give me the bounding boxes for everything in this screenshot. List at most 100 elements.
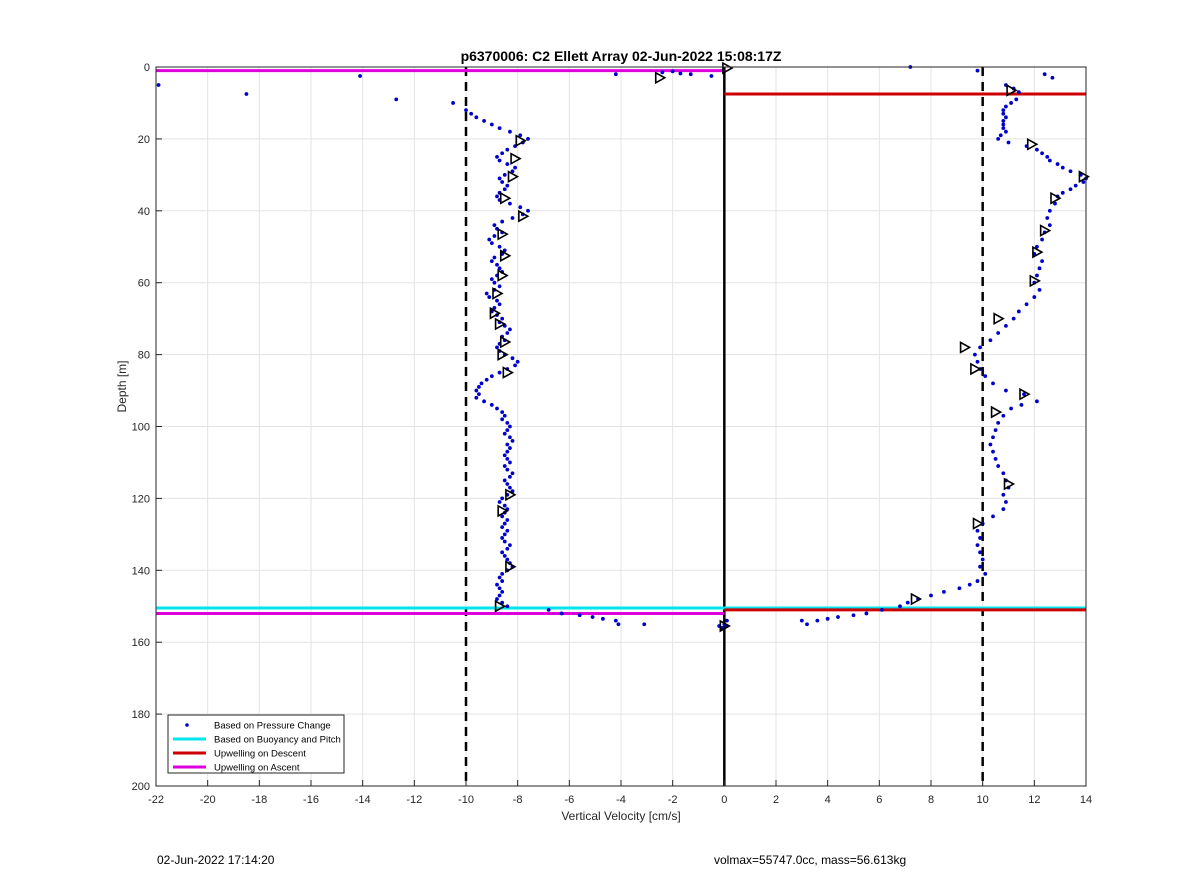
data-point [513,363,517,368]
data-point [1035,399,1039,404]
triangle-marker [972,517,985,530]
triangle-marker [494,317,507,331]
data-point [513,165,517,170]
data-point [1001,126,1006,131]
data-point [678,71,683,76]
data-point [500,151,505,156]
data-point [500,536,505,540]
data-point [660,70,665,75]
data-point [505,528,510,533]
data-point [1047,223,1052,228]
data-point [613,618,618,623]
data-point [805,622,809,627]
data-point [1014,97,1019,102]
data-point [505,442,510,447]
data-point [492,305,497,310]
triangle-marker [497,348,509,361]
triangle-marker [515,134,527,148]
y-tick-label: 80 [138,350,150,362]
triangle-marker [507,170,520,184]
data-point [497,284,502,289]
data-point [508,543,512,548]
x-tick-label: -10 [458,794,474,806]
data-point [988,442,993,447]
data-point [815,618,820,623]
data-point [505,604,510,609]
data-point [1016,309,1021,314]
legend-label: Upwelling on Descent [214,749,306,760]
triangle-marker [654,71,667,85]
data-point [942,589,946,594]
y-tick-label: 20 [138,134,150,146]
data-point [500,514,505,519]
triangle-marker [505,488,517,502]
data-point [1009,101,1013,105]
data-point [1016,90,1021,95]
data-point [1040,237,1044,242]
triangle-marker [1029,274,1041,288]
triangle-marker [910,592,923,606]
data-point [993,428,998,432]
data-point [1068,187,1073,192]
data-point [980,557,985,562]
data-point [489,259,494,264]
triangle-marker [502,366,514,379]
data-point [1060,165,1065,170]
x-tick-label: -8 [513,794,523,806]
data-point [546,607,551,612]
data-point [1035,244,1039,249]
triangle-marker [499,191,512,205]
data-point [505,449,510,454]
triangle-marker [993,312,1005,326]
data-point [508,129,512,134]
data-point [497,575,502,580]
data-point [508,424,512,429]
data-point [495,154,499,159]
data-point [510,471,515,476]
data-point [1004,500,1008,504]
data-point [502,172,507,177]
data-point [502,248,507,253]
data-point [577,613,582,618]
x-tick-label: -20 [200,794,216,806]
data-point [1001,492,1006,497]
data-point [993,456,998,461]
data-point [975,528,980,533]
data-point [508,327,512,332]
data-point [505,467,510,472]
data-point [500,417,505,422]
data-point [1004,129,1008,134]
data-point [1068,169,1073,174]
x-tick-label: 12 [1028,794,1040,806]
data-point [1001,108,1006,113]
triangle-marker [970,362,982,376]
data-point [799,618,804,623]
data-point [477,392,481,397]
data-point [487,237,492,242]
data-point [1009,406,1013,411]
data-point [967,582,972,587]
data-point [484,291,489,296]
data-point [469,111,474,116]
data-point [1073,183,1078,188]
data-point [489,374,494,379]
data-point [1053,201,1057,206]
data-point [497,586,502,591]
data-point [991,381,995,386]
data-point [978,536,982,540]
triangle-marker [492,287,504,300]
data-point [495,298,499,303]
data-point [616,622,621,627]
x-tick-label: 4 [825,794,831,806]
data-point [502,464,507,468]
data-point [477,385,481,389]
data-point [489,241,494,246]
data-point [495,262,499,267]
x-tick-label: -4 [616,794,626,806]
data-point [502,187,507,192]
chart-title: p6370006: C2 Ellett Array 02-Jun-2022 15… [461,48,782,64]
data-point [905,600,910,605]
data-point [508,446,512,450]
data-point [156,83,161,87]
data-point [1081,180,1086,184]
